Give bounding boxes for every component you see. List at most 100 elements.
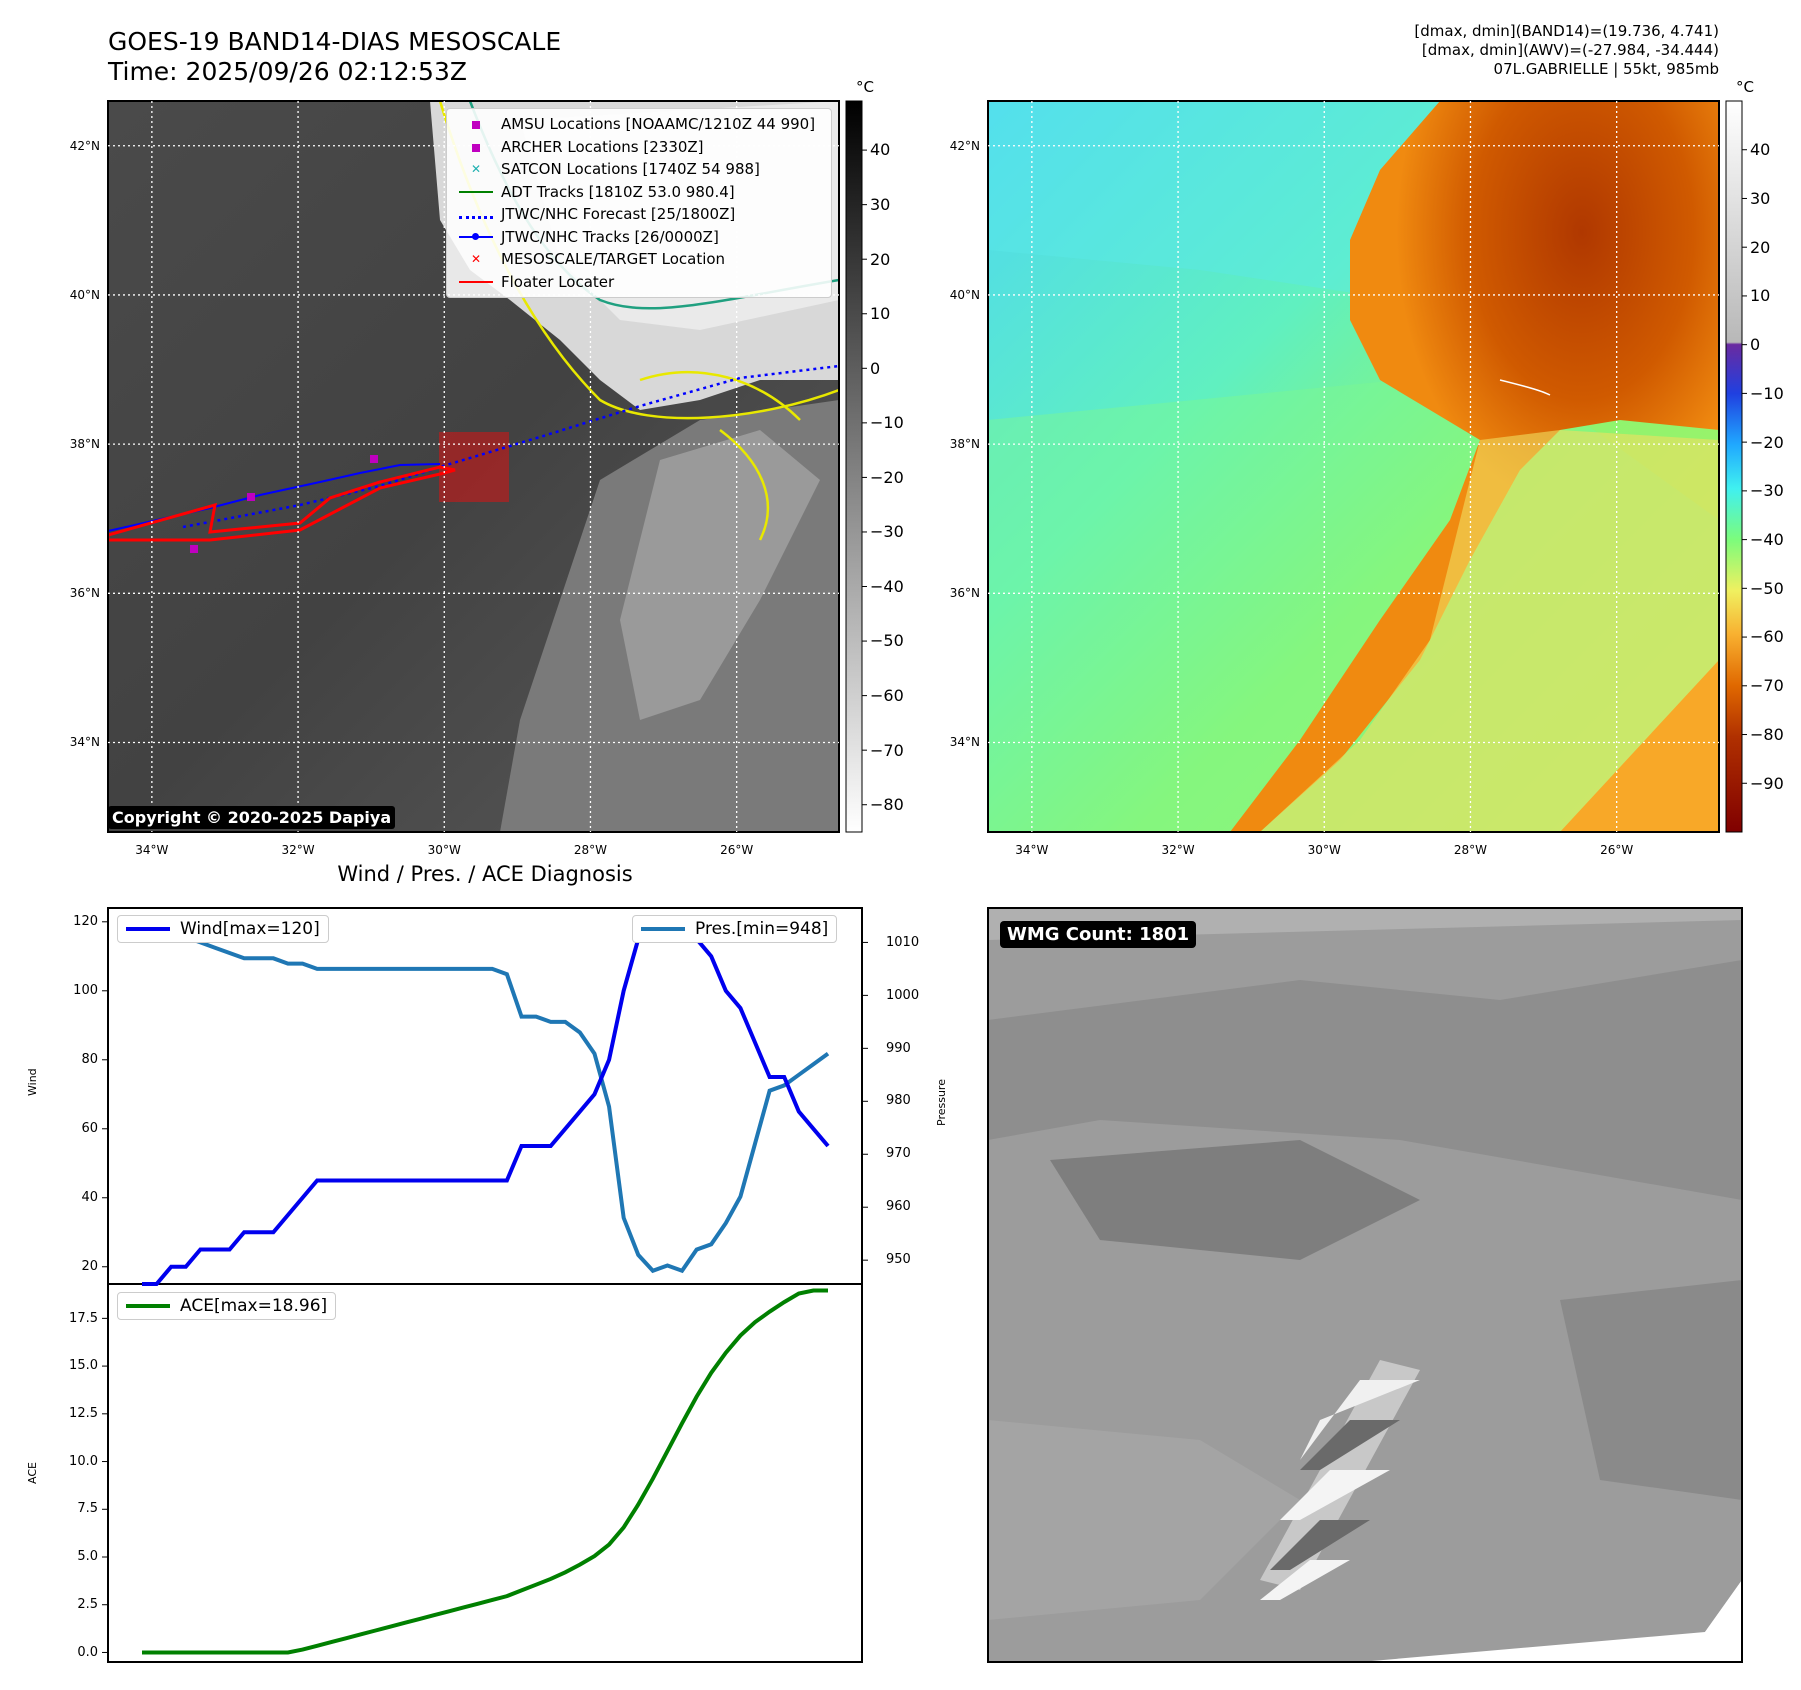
wv-lon-tick-label: 30°W <box>1307 842 1341 857</box>
ir-legend: AMSU Locations [NOAAMC/1210Z 44 990] ARCH… <box>446 108 832 298</box>
ir-colorbar-tick-label: 30 <box>870 195 891 215</box>
ace-tick-label: 7.5 <box>77 1501 98 1517</box>
wv-lon-tick-label: 32°W <box>1161 842 1195 857</box>
ace-tick-label: 10.0 <box>69 1453 98 1469</box>
legend-row: JTWC/NHC Forecast [25/1800Z] <box>457 203 815 226</box>
wind-tick-label: 120 <box>73 913 98 929</box>
ace-tick-label: 12.5 <box>69 1406 98 1422</box>
ir-lon-tick-label: 26°W <box>720 842 754 857</box>
wv-colorbar-tick-label: 40 <box>1750 140 1771 160</box>
wind-tick-label: 20 <box>81 1258 98 1274</box>
ir-colorbar-tick-label: −50 <box>870 631 904 651</box>
ace-tick-label: 5.0 <box>77 1549 98 1565</box>
info-line-1: [dmax, dmin](BAND14)=(19.736, 4.741) <box>1414 22 1719 40</box>
wmg-count-label: WMG Count: 1801 <box>1000 921 1197 948</box>
wv-colorbar-tick-label: 20 <box>1750 237 1771 257</box>
pressure-axis-label: Pressure <box>935 1079 948 1126</box>
legend-row: Floater Locater <box>457 271 815 294</box>
legend-row: AMSU Locations [NOAAMC/1210Z 44 990] <box>457 113 815 136</box>
copyright-label: Copyright © 2020-2025 Dapiya <box>108 806 396 829</box>
ir-legend-rows: AMSU Locations [NOAAMC/1210Z 44 990] ARCH… <box>457 113 815 293</box>
ir-lat-tick-label: 40°N <box>69 287 100 302</box>
legend-label: Floater Locater <box>501 272 615 291</box>
ir-colorbar-tick-label: −60 <box>870 686 904 706</box>
legend-label: ADT Tracks [1810Z 53.0 980.4] <box>501 182 735 201</box>
wind-tick-label: 60 <box>81 1120 98 1136</box>
line-dot-icon <box>457 228 495 246</box>
wv-colorbar-unit: °C <box>1736 78 1754 96</box>
square-marker-icon <box>457 138 495 156</box>
pressure-tick-label: 950 <box>886 1252 911 1268</box>
ir-colorbar-tick-label: 0 <box>870 358 881 378</box>
legend-row: ADT Tracks [1810Z 53.0 980.4] <box>457 181 815 204</box>
ir-lon-tick-label: 32°W <box>281 842 315 857</box>
legend-row: ARCHER Locations [2330Z] <box>457 136 815 159</box>
wind-axis-label: Wind <box>26 1068 39 1096</box>
wv-imagery <box>988 101 1719 832</box>
ace-tick-label: 17.5 <box>69 1310 98 1326</box>
ir-colorbar-unit: °C <box>856 78 874 96</box>
wind-legend-label: Wind[max=120] <box>180 919 320 939</box>
ace-tick-label: 2.5 <box>77 1596 98 1612</box>
ace-tick-label: 15.0 <box>69 1358 98 1374</box>
wv-colorbar-tick-label: −40 <box>1750 530 1784 549</box>
wind-tick-label: 100 <box>73 982 98 998</box>
wv-colorbar-tick-label: −50 <box>1750 578 1784 598</box>
title-line-2: Time: 2025/09/26 02:12:53Z <box>108 57 467 86</box>
pres-legend-label: Pres.[min=948] <box>695 919 829 939</box>
wv-colorbar-tick-label: −60 <box>1750 627 1784 647</box>
ace-frame <box>107 1283 863 1663</box>
legend-label: JTWC/NHC Tracks [26/0000Z] <box>501 227 719 246</box>
wv-frame <box>987 100 1720 833</box>
x-marker-icon: ✕ <box>470 252 482 267</box>
wv-colorbar-tick-label: −20 <box>1750 432 1784 452</box>
ace-axis-label: ACE <box>26 1462 39 1484</box>
title-line-1: GOES-19 BAND14-DIAS MESOSCALE <box>108 27 562 56</box>
ace-series-line <box>142 1288 828 1655</box>
ir-colorbar-tick-label: −10 <box>870 413 904 433</box>
info-line-3: 07L.GABRIELLE | 55kt, 985mb <box>1493 60 1719 78</box>
wind-legend: Wind[max=120] <box>117 915 329 943</box>
ir-lat-tick-label: 36°N <box>69 586 100 601</box>
legend-row: ✕ MESOSCALE/TARGET Location <box>457 248 815 271</box>
wv-lat-tick-label: 38°N <box>949 436 980 451</box>
dotted-line-icon <box>457 205 495 223</box>
wind-tick-label: 80 <box>81 1051 98 1067</box>
wv-colorbar <box>1725 100 1743 833</box>
pres-legend-swatch <box>641 927 685 931</box>
ir-lon-tick-label: 28°W <box>573 842 608 857</box>
legend-label: JTWC/NHC Forecast [25/1800Z] <box>501 205 736 224</box>
wind-series-line <box>142 919 830 1286</box>
ir-colorbar <box>845 100 863 833</box>
ir-colorbar-tick-label: −70 <box>870 740 904 760</box>
legend-label: AMSU Locations [NOAAMC/1210Z 44 990] <box>501 115 816 134</box>
x-marker-icon: ✕ <box>470 162 482 177</box>
square-marker-icon <box>457 115 495 133</box>
wind-tick-label: 40 <box>81 1189 98 1205</box>
dynamic-layer <box>102 101 1747 1655</box>
legend-label: MESOSCALE/TARGET Location <box>501 250 726 269</box>
wv-colorbar-tick-label: −70 <box>1750 676 1784 696</box>
pres-legend: Pres.[min=948] <box>632 915 838 943</box>
wind-legend-swatch <box>126 927 170 931</box>
ir-lon-tick-label: 34°W <box>135 842 169 857</box>
ir-lat-tick-label: 34°N <box>69 735 100 750</box>
wv-lon-tick-label: 28°W <box>1453 842 1488 857</box>
wind-pres-frame <box>107 907 863 1285</box>
wv-lat-tick-label: 36°N <box>949 586 980 601</box>
ace-legend-swatch <box>126 1304 170 1308</box>
wv-colorbar-tick-label: 10 <box>1750 286 1771 306</box>
wv-colorbar-tick-label: −80 <box>1750 724 1784 744</box>
wmg-imagery <box>988 908 1742 1662</box>
wv-lat-tick-label: 42°N <box>949 138 980 153</box>
line-icon <box>457 183 495 201</box>
legend-row: JTWC/NHC Tracks [26/0000Z] <box>457 226 815 249</box>
ir-frame <box>107 100 840 833</box>
chart-title: Wind / Pres. / ACE Diagnosis <box>337 862 633 886</box>
ir-colorbar-tick-label: −20 <box>870 467 904 487</box>
ir-colorbar-tick-label: −80 <box>870 795 904 815</box>
pressure-tick-label: 1010 <box>886 934 920 950</box>
ir-lat-tick-label: 42°N <box>69 138 100 153</box>
ace-legend: ACE[max=18.96] <box>117 1292 337 1320</box>
legend-row: ✕ SATCON Locations [1740Z 54 988] <box>457 158 815 181</box>
